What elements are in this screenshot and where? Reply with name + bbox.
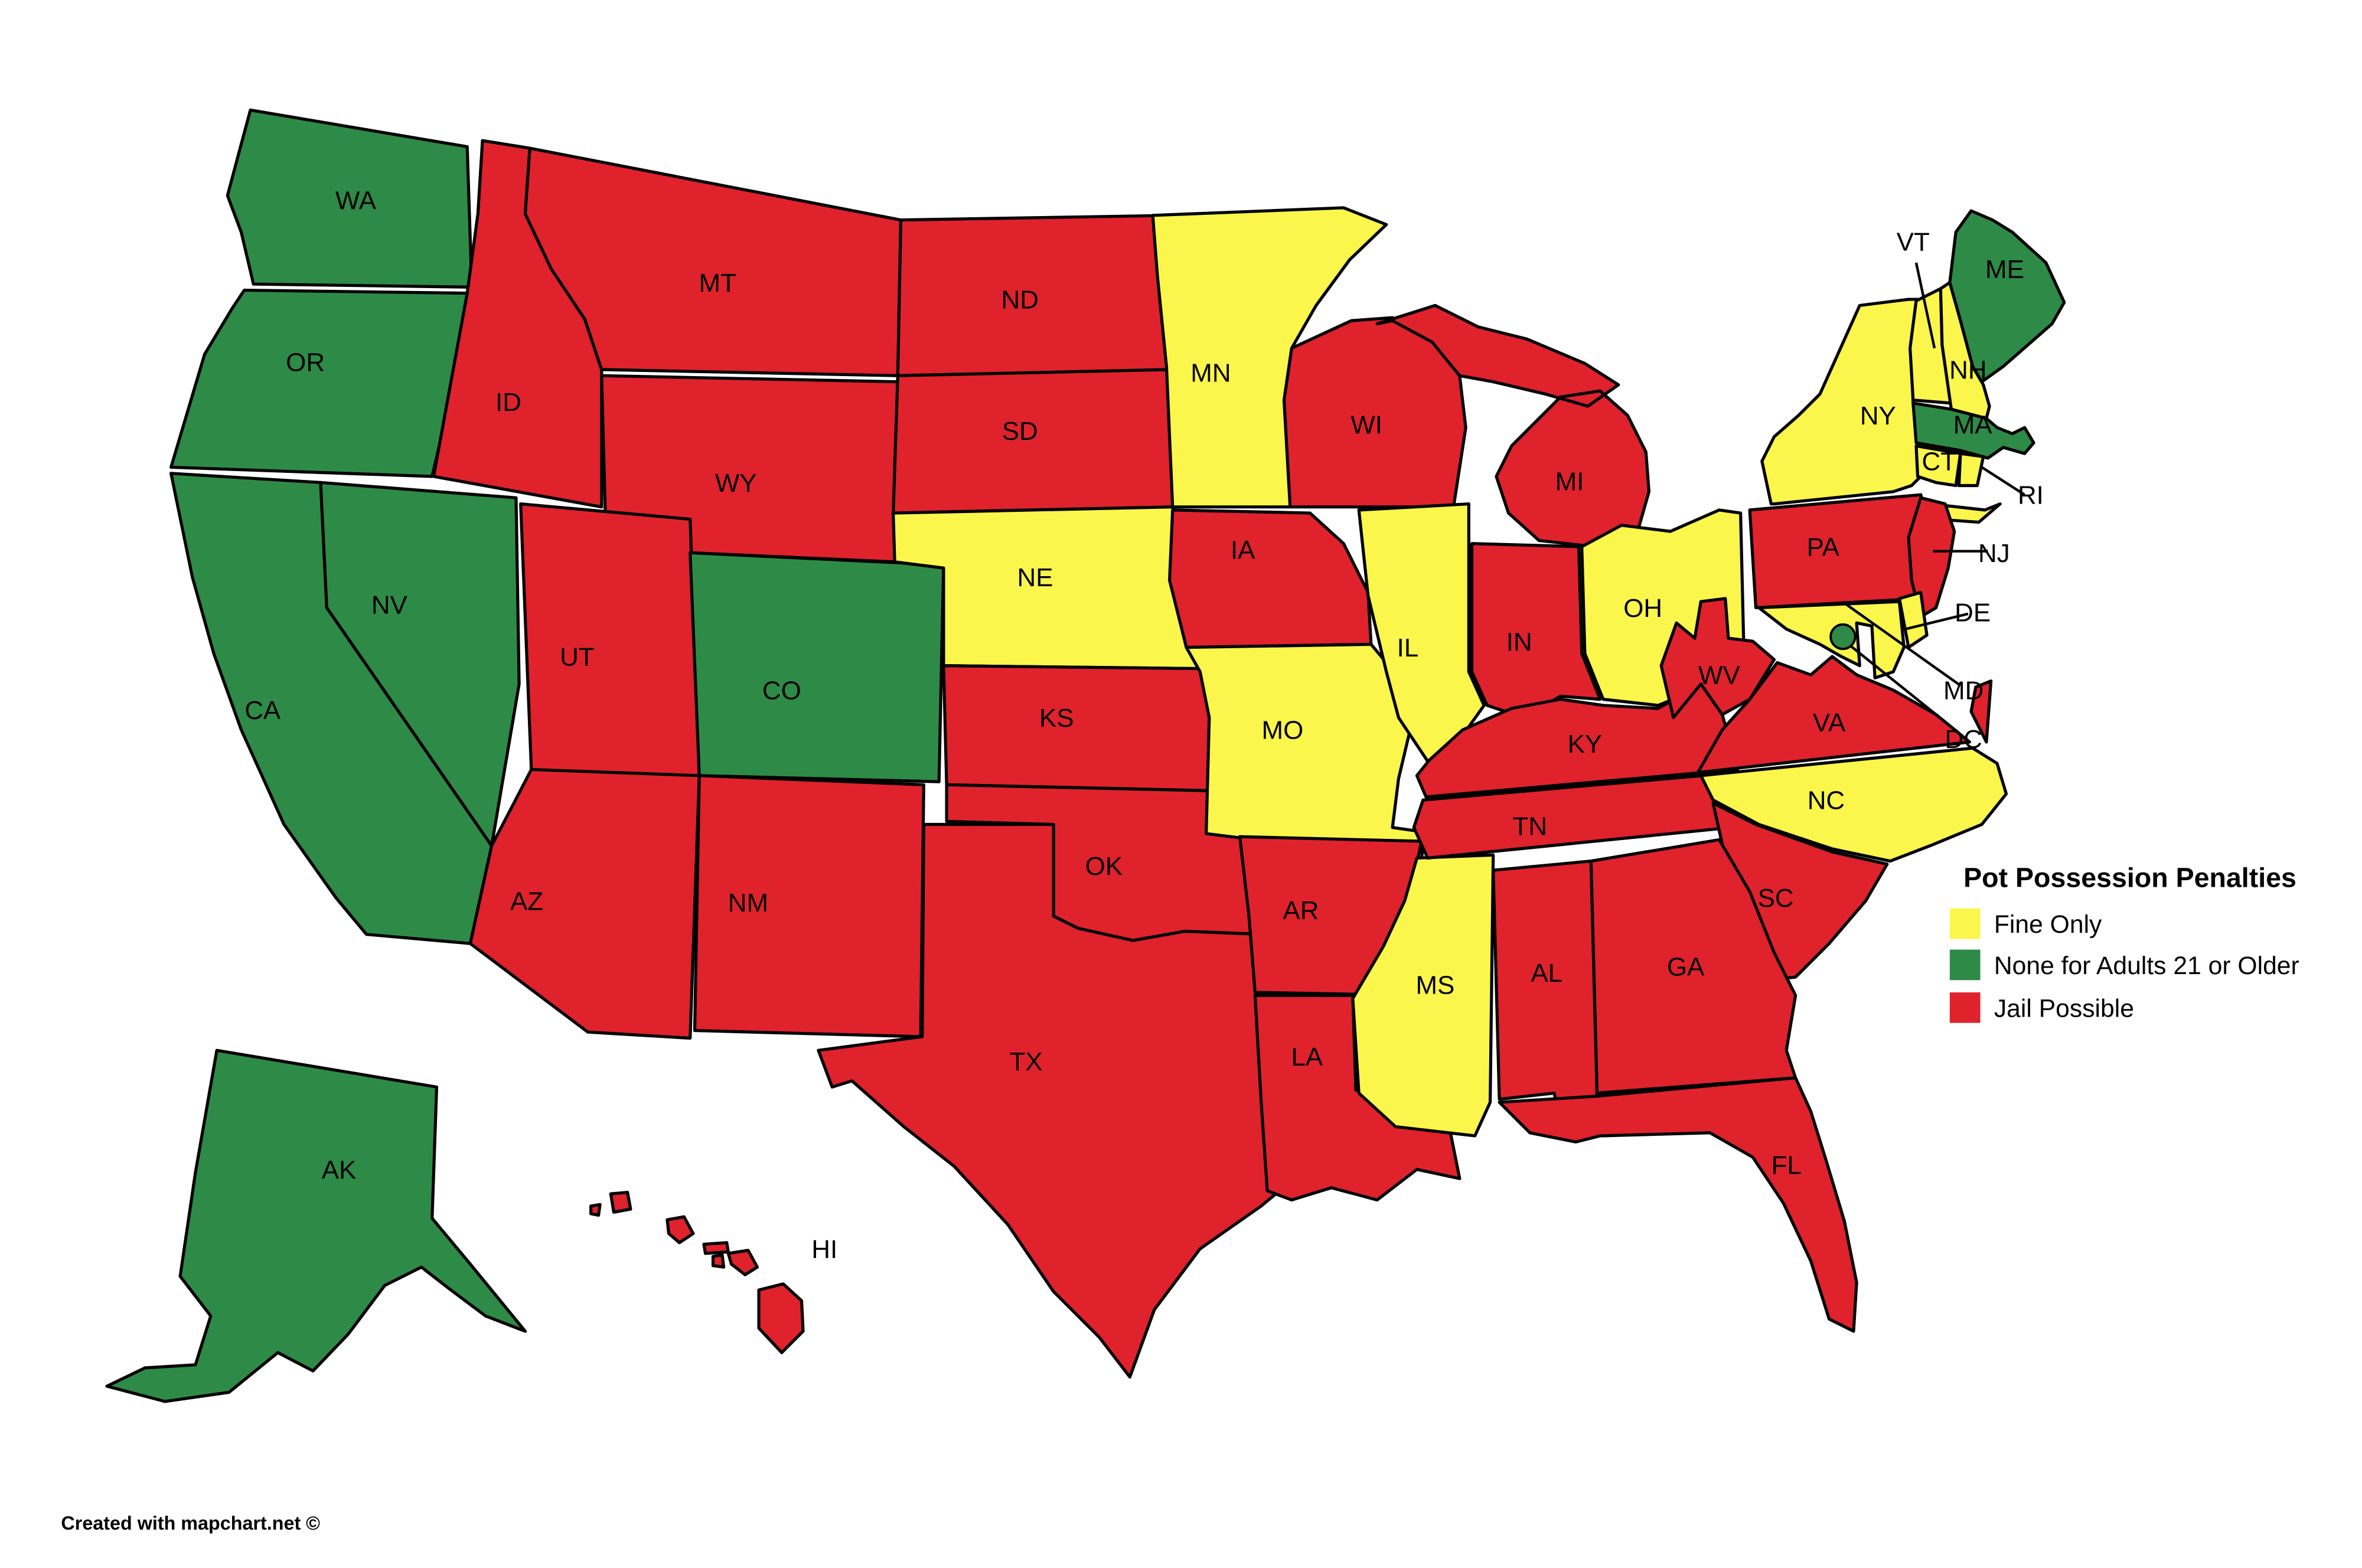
state-co[interactable]	[689, 551, 945, 783]
state-nh[interactable]	[1939, 281, 1991, 420]
legend-label-jail-possible: Jail Possible	[1994, 994, 2134, 1023]
state-label-wy: WY	[715, 469, 757, 498]
state-label-hi: HI	[811, 1235, 837, 1264]
state-hi[interactable]	[589, 1191, 805, 1354]
state-ks[interactable]	[942, 664, 1224, 793]
state-label-ky: KY	[1568, 730, 1603, 759]
state-label-ca: CA	[244, 696, 281, 725]
state-label-sc: SC	[1758, 884, 1794, 913]
state-label-ks: KS	[1039, 704, 1074, 733]
state-wa[interactable]	[226, 108, 474, 289]
state-al[interactable]	[1492, 859, 1608, 1138]
state-nj[interactable]	[1907, 496, 1956, 619]
state-wi[interactable]	[1282, 316, 1467, 509]
legend-item-fine: Fine Only	[1949, 908, 2102, 939]
pointer-line-vt	[1914, 262, 1936, 349]
state-label-ms: MS	[1416, 971, 1455, 1000]
state-label-ia: IA	[1231, 536, 1255, 565]
legend-swatch-jail-possible	[1949, 992, 1981, 1023]
state-nc[interactable]	[1699, 746, 2008, 863]
state-label-az: AZ	[510, 887, 543, 916]
state-label-al: AL	[1531, 959, 1562, 988]
state-label-oh: OH	[1623, 594, 1662, 623]
state-label-dc: DC	[1945, 725, 1982, 754]
legend-swatch-none-adults	[1949, 949, 1981, 981]
state-la[interactable]	[1253, 994, 1461, 1202]
state-label-pa: PA	[1807, 533, 1840, 561]
state-label-la: LA	[1291, 1043, 1323, 1072]
footer-credit: Created with mapchart.net ©	[61, 1513, 320, 1534]
labels-layer: WA OR CA NV ID MT WY UT CO AZ NM ND SD NE KS OK TX MN IA MO…	[244, 187, 2044, 1264]
state-label-va: VA	[1813, 708, 1846, 737]
state-nv[interactable]	[319, 481, 521, 848]
state-ga[interactable]	[1589, 838, 1797, 1095]
pointer-line-md	[1844, 602, 1962, 687]
legend-label-none-adults: None for Adults 21 or Older	[1994, 952, 2299, 980]
state-label-ri: RI	[2018, 481, 2044, 510]
pointer-line-de	[1905, 612, 1969, 631]
state-label-mo: MO	[1262, 716, 1304, 745]
state-label-md: MD	[1943, 676, 1983, 705]
legend-item-jail: Jail Possible	[1949, 992, 2134, 1023]
state-tx[interactable]	[817, 822, 1345, 1379]
state-label-nc: NC	[1808, 786, 1845, 815]
states-layer	[105, 108, 2066, 1403]
state-label-nj: NJ	[1978, 539, 2010, 568]
state-wv[interactable]	[1659, 597, 1776, 720]
state-label-wv: WV	[1698, 661, 1740, 690]
marker-dc[interactable]	[1829, 623, 1857, 651]
state-label-ut: UT	[560, 643, 595, 672]
state-label-mn: MN	[1190, 359, 1231, 388]
state-de[interactable]	[1897, 590, 1929, 649]
legend-title: Pot Possession Penalties	[1963, 863, 2296, 893]
state-label-mi: MI	[1555, 467, 1584, 496]
state-label-ne: NE	[1017, 563, 1053, 592]
pointer-line-ri	[1981, 466, 2025, 496]
state-label-me: ME	[1985, 255, 2024, 284]
state-label-wa: WA	[335, 187, 377, 215]
state-label-fl: FL	[1772, 1151, 1802, 1180]
state-label-ok: OK	[1085, 852, 1123, 881]
state-ma[interactable]	[1911, 401, 2035, 460]
state-label-in: IN	[1506, 628, 1532, 656]
state-label-nv: NV	[371, 591, 408, 620]
state-label-id: ID	[495, 388, 521, 417]
state-label-nh: NH	[1949, 356, 1986, 385]
state-label-wi: WI	[1350, 411, 1382, 440]
state-ri[interactable]	[1957, 452, 1985, 488]
state-ia[interactable]	[1168, 508, 1373, 649]
state-label-ma: MA	[1953, 411, 1993, 440]
state-ms[interactable]	[1351, 853, 1495, 1138]
state-label-sd: SD	[1002, 417, 1038, 446]
state-ak[interactable]	[105, 1048, 527, 1403]
state-in[interactable]	[1470, 542, 1602, 720]
state-label-ny: NY	[1860, 401, 1896, 430]
state-label-ar: AR	[1283, 896, 1319, 925]
state-label-tn: TN	[1513, 812, 1548, 841]
pointer-line-dc	[1849, 645, 1960, 734]
state-va[interactable]	[1696, 655, 1993, 775]
state-label-ga: GA	[1667, 952, 1705, 981]
state-label-nm: NM	[728, 888, 768, 917]
state-ut[interactable]	[519, 502, 701, 780]
state-ct[interactable]	[1914, 444, 1962, 488]
legend-item-none: None for Adults 21 or Older	[1949, 949, 2299, 981]
state-label-mt: MT	[699, 269, 736, 298]
state-label-ak: AK	[322, 1155, 357, 1184]
legend-label-fine-only: Fine Only	[1994, 910, 2102, 939]
state-label-tx: TX	[1009, 1047, 1042, 1076]
state-label-nd: ND	[1001, 286, 1038, 315]
state-label-ct: CT	[1921, 447, 1956, 476]
state-fl[interactable]	[1498, 1076, 1858, 1333]
state-label-vt: VT	[1897, 227, 1930, 256]
state-label-il: IL	[1397, 633, 1419, 662]
state-label-co: CO	[762, 676, 801, 705]
legend: Pot Possession Penalties Fine Only None …	[1949, 863, 2299, 1023]
state-label-or: OR	[286, 348, 325, 377]
legend-swatch-fine-only	[1949, 908, 1981, 939]
state-label-de: DE	[1955, 599, 1991, 628]
